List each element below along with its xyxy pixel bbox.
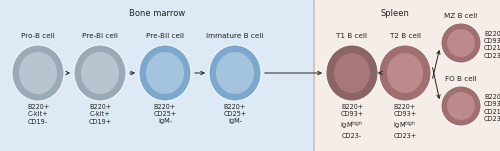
Ellipse shape	[447, 92, 475, 120]
Text: Pre-BII cell: Pre-BII cell	[146, 33, 184, 39]
FancyBboxPatch shape	[0, 0, 318, 151]
Text: Pre-BI cell: Pre-BI cell	[82, 33, 118, 39]
Ellipse shape	[379, 45, 431, 101]
Ellipse shape	[19, 52, 57, 94]
Ellipse shape	[139, 45, 191, 101]
Text: Immature B cell: Immature B cell	[206, 33, 264, 39]
Ellipse shape	[441, 23, 481, 63]
Ellipse shape	[146, 52, 184, 94]
Text: B220+
CD25+
igM-: B220+ CD25+ igM-	[224, 104, 246, 125]
Text: FO B cell: FO B cell	[445, 76, 477, 82]
Text: T1 B cell: T1 B cell	[336, 33, 368, 39]
Text: MZ B cell: MZ B cell	[444, 13, 478, 19]
Text: Pro-B cell: Pro-B cell	[21, 33, 55, 39]
Text: B220+
C-kit+
CD19-: B220+ C-kit+ CD19-	[27, 104, 49, 125]
Ellipse shape	[441, 86, 481, 126]
Ellipse shape	[326, 45, 378, 101]
Ellipse shape	[81, 52, 119, 94]
Text: B220+
C-kit+
CD19+: B220+ C-kit+ CD19+	[88, 104, 112, 125]
Text: Spleen: Spleen	[380, 9, 410, 18]
Text: B220+
CD25+
igM-: B220+ CD25+ igM-	[154, 104, 176, 125]
Ellipse shape	[74, 45, 126, 101]
Text: B220+
CD93+
IgM$^{high}$
CD23+: B220+ CD93+ IgM$^{high}$ CD23+	[394, 104, 416, 139]
Text: Bone marrow: Bone marrow	[129, 9, 185, 18]
Text: B220+
CD93+
CD21+
CD23-: B220+ CD93+ CD21+ CD23-	[484, 31, 500, 59]
Text: B220+
CD93+
IgM$^{high}$
CD23-: B220+ CD93+ IgM$^{high}$ CD23-	[340, 104, 363, 139]
Text: B220+
CD93+
CD21+
CD23+: B220+ CD93+ CD21+ CD23+	[484, 94, 500, 122]
FancyBboxPatch shape	[314, 0, 500, 151]
Text: T2 B cell: T2 B cell	[390, 33, 420, 39]
Ellipse shape	[12, 45, 64, 101]
Ellipse shape	[334, 53, 370, 93]
Ellipse shape	[387, 53, 423, 93]
Ellipse shape	[209, 45, 261, 101]
Ellipse shape	[216, 52, 254, 94]
Ellipse shape	[447, 29, 475, 57]
